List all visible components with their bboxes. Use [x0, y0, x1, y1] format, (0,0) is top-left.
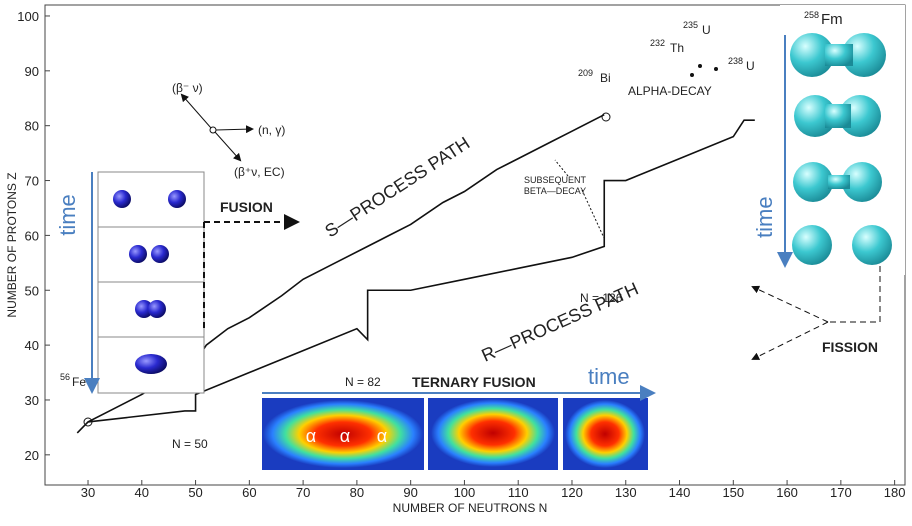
x-tick-label: 100 [454, 485, 476, 500]
alpha-decay: ALPHA-DECAY [628, 84, 712, 98]
x-tick-label: 90 [403, 485, 417, 500]
y-tick-label: 40 [25, 338, 39, 353]
axes: 30 40 50 60 70 80 90 100 110 120 130 140 150 160 170 18… [17, 9, 905, 500]
n50: N = 50 [172, 437, 208, 451]
x-tick-label: 70 [296, 485, 310, 500]
time-fusion: time [55, 194, 80, 236]
x-tick-label: 30 [81, 485, 95, 500]
u235-marker [698, 64, 702, 68]
beta-plus: (β⁺ν, EC) [234, 165, 285, 179]
y-tick-label: 80 [25, 119, 39, 134]
bi-mass: 209 [578, 68, 593, 78]
n126: N = 126 [580, 291, 623, 305]
x-tick-label: 170 [830, 485, 852, 500]
y-tick-label: 70 [25, 174, 39, 189]
y-tick-label: 50 [25, 283, 39, 298]
y-tick-label: 30 [25, 393, 39, 408]
th-marker [690, 73, 694, 77]
x-tick-label: 50 [188, 485, 202, 500]
alpha: α [377, 426, 387, 446]
x-tick-label: 180 [884, 485, 906, 500]
y-tick-label: 100 [17, 9, 39, 24]
subsequent: SUBSEQUENT [524, 175, 587, 185]
u235-mass: 235 [683, 20, 698, 30]
fm-element: Fm [821, 11, 843, 28]
x-tick-label: 130 [615, 485, 637, 500]
n82: N = 82 [345, 375, 381, 389]
process-path [87, 119, 755, 423]
beta-arrow [554, 159, 569, 177]
beta-decay: BETA—DECAY [524, 186, 586, 196]
u238-marker [714, 67, 718, 71]
u238-mass: 238 [728, 56, 743, 66]
x-tick-label: 160 [776, 485, 798, 500]
decay-diagram [180, 93, 254, 162]
time-ternary: time [588, 364, 630, 389]
fusion-label: FUSION [220, 199, 273, 215]
bi-marker [601, 112, 611, 122]
x-tick-label: 120 [561, 485, 583, 500]
y-tick-label: 90 [25, 64, 39, 79]
x-tick-label: 150 [722, 485, 744, 500]
fe-marker [83, 417, 93, 427]
u238-element: U [746, 59, 755, 73]
x-tick-label: 80 [350, 485, 364, 500]
time-fission: time [752, 196, 777, 238]
fe-mass: 56 [60, 372, 70, 382]
alpha: α [306, 426, 316, 446]
y-tick-label: 20 [25, 448, 39, 463]
x-axis-title: NUMBER OF NEUTRONS N [393, 501, 548, 515]
th-element: Th [670, 41, 684, 55]
th-mass: 232 [650, 38, 665, 48]
s-process-label: S—PROCESS PATH [321, 133, 473, 241]
bi-element: Bi [600, 71, 611, 85]
fission-panel [751, 5, 905, 360]
u235-element: U [702, 23, 711, 37]
fe-element: Fe [72, 375, 86, 389]
ternary-fusion-label: TERNARY FUSION [412, 374, 536, 390]
ternary-panel [262, 385, 656, 470]
alpha: α [340, 426, 350, 446]
y-tick-label: 60 [25, 228, 39, 243]
fission-label: FISSION [822, 339, 878, 355]
fm-mass: 258 [804, 10, 819, 20]
beta-arrow [581, 189, 605, 239]
fusion-panel [84, 171, 300, 394]
x-tick-label: 110 [508, 485, 529, 500]
x-tick-label: 40 [135, 485, 149, 500]
beta-minus: (β⁻ ν) [172, 81, 203, 95]
x-tick-label: 60 [242, 485, 256, 500]
n-gamma: (n, γ) [258, 123, 285, 137]
x-tick-label: 140 [669, 485, 691, 500]
y-axis-title: NUMBER OF PROTONS Z [5, 172, 19, 317]
